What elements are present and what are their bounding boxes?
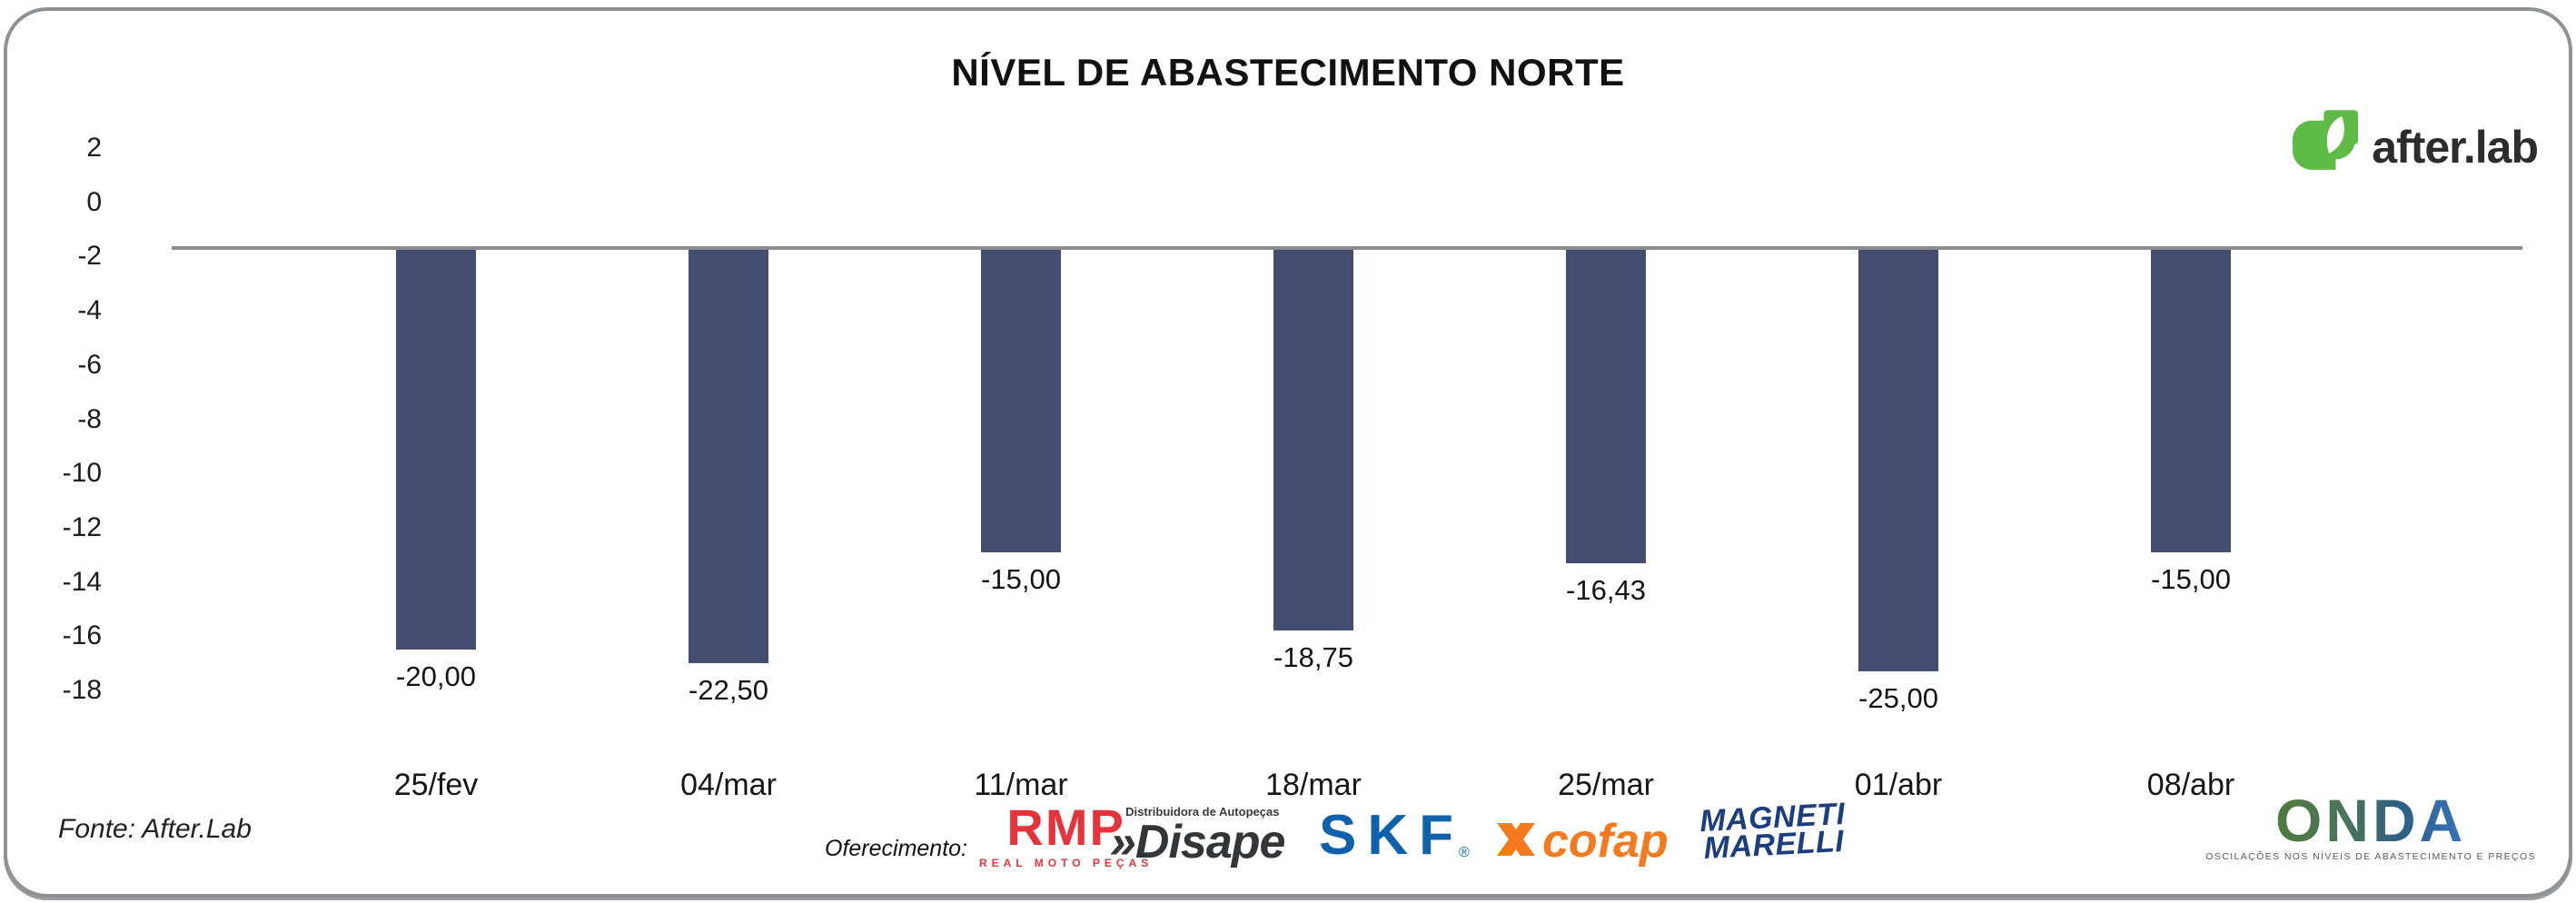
disape-logo-text: »Disape	[1110, 816, 1285, 868]
y-axis-tick-label: -4	[77, 295, 102, 326]
y-axis-tick-label: -2	[77, 241, 102, 272]
source-label: Fonte: After.Lab	[58, 814, 252, 844]
x-axis-category-label: 11/mar	[974, 768, 1068, 802]
bar-value-label: -16,43	[1566, 573, 1646, 606]
rmp-logo-text: RMP	[1006, 799, 1125, 856]
sponsor-disape-logo: Distribuidora de Autopeças »Disape	[1110, 805, 1285, 869]
bar-value-label: -18,75	[1273, 641, 1353, 674]
x-axis-category-label: 01/abr	[1854, 768, 1943, 802]
y-axis-tick-label: -8	[77, 403, 102, 434]
disape-logo-subtitle: Distribuidora de Autopeças	[1125, 805, 1280, 819]
sponsor-cofap-logo: cofap	[1497, 814, 1669, 868]
onda-tagline: OSCILAÇÕES NOS NÍVEIS DE ABASTECIMENTO E…	[2205, 850, 2536, 862]
oferecimento-label: Oferecimento:	[825, 836, 968, 861]
afterlab-logo: after.lab	[2288, 107, 2539, 186]
bar-value-label: -25,00	[1858, 682, 1938, 715]
x-axis-category-label: 08/abr	[2146, 768, 2235, 802]
bar	[1566, 249, 1646, 563]
y-axis-tick-label: 0	[86, 186, 102, 217]
y-axis-tick-label: -14	[62, 566, 102, 597]
cofap-logo-text: cofap	[1542, 815, 1669, 868]
sponsor-skf-logo: SKF ®	[1319, 804, 1470, 867]
onda-logo-text: ONDA	[2274, 787, 2467, 854]
sponsor-magneti-marelli-logo: MAGNETI MARELLI	[1699, 797, 1848, 866]
rmp-logo-subtitle: REAL MOTO PEÇAS	[979, 857, 1154, 870]
bar	[981, 249, 1061, 552]
x-axis-category-label: 25/fev	[393, 768, 479, 802]
y-axis-tick-label: -12	[62, 511, 102, 542]
x-axis-category-label: 18/mar	[1265, 768, 1362, 802]
bar	[1273, 249, 1353, 631]
bar	[689, 249, 768, 664]
bar-value-label: -20,00	[396, 660, 476, 693]
magneti-logo-line2: MARELLI	[1702, 823, 1846, 866]
baseline-line	[172, 245, 2522, 250]
bar-value-label: -22,50	[689, 674, 768, 707]
y-axis-tick-label: 2	[86, 133, 102, 163]
cofap-x-icon	[1497, 821, 1537, 862]
y-axis-tick-label: -16	[62, 620, 102, 651]
x-axis-category-label: 04/mar	[680, 768, 777, 802]
bar-value-label: -15,00	[2151, 562, 2231, 595]
bar-value-label: -15,00	[981, 562, 1061, 595]
y-axis-tick-label: -6	[77, 349, 102, 380]
skf-logo-text: SKF	[1319, 804, 1464, 867]
bar	[1858, 249, 1938, 672]
sponsor-rmp-logo: RMP REAL MOTO PEÇAS	[979, 799, 1154, 870]
y-axis-tick-label: -10	[62, 458, 102, 489]
afterlab-logo-text: after.lab	[2372, 121, 2539, 173]
bar	[396, 249, 476, 650]
x-axis-category-label: 25/mar	[1558, 768, 1654, 802]
onda-logo: ONDA OSCILAÇÕES NOS NÍVEIS DE ABASTECIME…	[2205, 787, 2536, 862]
chart-title: NÍVEL DE ABASTECIMENTO NORTE	[951, 51, 1625, 94]
afterlab-leaf-icon	[2288, 107, 2363, 186]
skf-registered-mark: ®	[1459, 844, 1470, 860]
bar	[2151, 249, 2231, 552]
y-axis-tick-label: -18	[62, 675, 102, 705]
